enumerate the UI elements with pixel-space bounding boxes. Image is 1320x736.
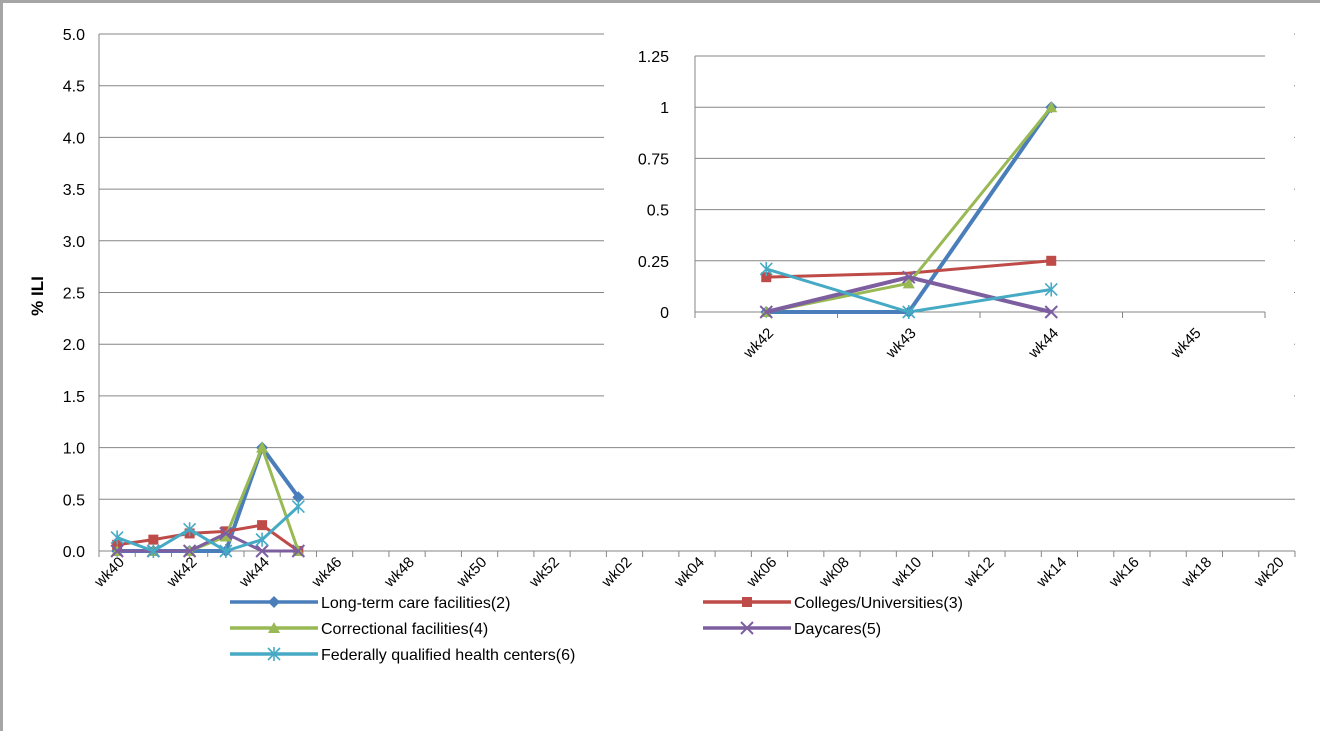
main-data-point xyxy=(219,526,233,541)
chart-frame-left-border xyxy=(0,0,3,731)
inset-data-point xyxy=(1044,282,1058,297)
chart-frame-top-border xyxy=(0,0,1320,3)
main-data-point xyxy=(182,544,197,558)
main-chart-y-tick-labels: 0.0 0.5 1.0 1.5 2.0 2.5 3.0 3.5 4.0 4.5 5.0 xyxy=(63,27,85,561)
main-x-tick-label: wk52 xyxy=(525,554,562,591)
main-data-point xyxy=(146,544,160,558)
inset-data-point xyxy=(1044,305,1058,319)
legend-swatch-marker xyxy=(267,647,281,661)
legend-swatch-marker xyxy=(268,596,280,608)
main-data-point xyxy=(110,530,124,545)
main-data-point xyxy=(291,544,306,558)
main-x-tick-label: wk06 xyxy=(743,554,780,591)
main-y-tick-label: 2.0 xyxy=(63,337,85,354)
main-data-point xyxy=(219,544,233,558)
main-data-point xyxy=(291,499,305,514)
main-y-tick-label: 0.0 xyxy=(63,544,85,561)
inset-data-point xyxy=(1046,255,1057,266)
main-y-tick-label: 1.0 xyxy=(63,441,85,458)
main-y-tick-label: 5.0 xyxy=(63,27,85,44)
main-data-point xyxy=(256,441,269,453)
inset-data-point xyxy=(902,277,915,289)
main-x-tick-label: wk10 xyxy=(888,554,925,591)
main-chart-series xyxy=(110,441,306,558)
inset-y-tick-label: 0 xyxy=(660,305,669,322)
main-x-tick-label: wk42 xyxy=(163,554,200,591)
inset-data-point xyxy=(761,272,772,283)
inset-chart-series xyxy=(759,101,1058,319)
main-x-tick-label: wk18 xyxy=(1178,554,1215,591)
legend-entry-1: Long-term care facilities(2) xyxy=(230,595,510,612)
main-x-tick-label: wk04 xyxy=(670,554,707,591)
main-y-tick-label: 4.0 xyxy=(63,130,85,147)
main-chart-y-axis-label: % ILI xyxy=(28,276,47,316)
inset-y-tick-label: 0.25 xyxy=(638,254,669,271)
legend-label: Colleges/Universities(3) xyxy=(794,595,963,612)
inset-y-tick-label: 0.75 xyxy=(638,151,669,168)
legend-swatch-marker xyxy=(740,621,754,635)
legend-swatch-marker xyxy=(268,622,280,633)
main-data-point xyxy=(255,544,269,558)
main-y-tick-label: 0.5 xyxy=(63,492,85,509)
main-data-point xyxy=(112,539,123,550)
main-x-tick-label: wk46 xyxy=(308,554,345,591)
main-y-tick-label: 1.5 xyxy=(63,389,85,406)
main-x-tick-label: wk12 xyxy=(960,554,997,591)
main-x-tick-label: wk02 xyxy=(598,554,635,591)
main-series-line xyxy=(117,531,299,553)
main-x-tick-label: wk44 xyxy=(235,554,272,591)
main-data-point xyxy=(292,491,305,504)
legend-label: Correctional facilities(4) xyxy=(321,621,488,638)
main-series-5 xyxy=(110,499,305,558)
legend-entry-3: Correctional facilities(4) xyxy=(230,621,488,638)
main-x-tick-label: wk08 xyxy=(815,554,852,591)
legend-entry-5: Federally qualified health centers(6) xyxy=(230,647,575,664)
main-x-tick-label: wk40 xyxy=(90,554,127,591)
inset-data-point xyxy=(759,305,773,319)
legend-swatch-marker xyxy=(742,597,752,607)
inset-series-line xyxy=(766,259,1052,279)
inset-data-point xyxy=(759,261,773,276)
inset-data-point xyxy=(902,270,916,284)
main-x-tick-label: wk20 xyxy=(1250,554,1287,591)
main-data-point xyxy=(148,534,159,545)
main-data-point xyxy=(219,530,232,542)
inset-chart-y-tick-labels: 0 0.25 0.5 0.75 1 1.25 xyxy=(638,49,669,322)
inset-y-tick-label: 0.5 xyxy=(647,203,669,220)
main-x-tick-label: wk14 xyxy=(1033,554,1070,591)
inset-series-4 xyxy=(759,270,1058,319)
main-y-tick-label: 4.5 xyxy=(63,79,85,96)
main-data-point xyxy=(110,544,124,558)
inset-y-tick-label: 1.25 xyxy=(638,49,669,66)
main-x-tick-label: wk16 xyxy=(1105,554,1142,591)
inset-data-point xyxy=(1045,101,1058,113)
main-x-tick-label: wk50 xyxy=(453,554,490,591)
legend-entry-4: Daycares(5) xyxy=(703,621,881,638)
main-y-tick-label: 2.5 xyxy=(63,286,85,303)
main-data-point xyxy=(255,532,269,547)
chart-legend: Long-term care facilities(2) Colleges/Uni… xyxy=(230,595,963,664)
legend-entry-2: Colleges/Universities(3) xyxy=(703,595,963,612)
inset-data-point xyxy=(902,305,916,319)
legend-label: Federally qualified health centers(6) xyxy=(321,647,575,664)
main-data-point xyxy=(257,520,268,531)
inset-y-tick-label: 1 xyxy=(660,100,669,117)
main-chart-x-tick-labels: wk40 wk42 wk44 wk46 wk48 wk50 wk52 wk02 wk04 wk06… xyxy=(90,554,1287,591)
main-y-tick-label: 3.0 xyxy=(63,234,85,251)
main-series-line xyxy=(116,523,300,553)
main-x-tick-label: wk48 xyxy=(380,554,417,591)
inset-series-2 xyxy=(761,255,1057,283)
legend-label: Long-term care facilities(2) xyxy=(321,595,510,612)
main-y-tick-label: 3.5 xyxy=(63,182,85,199)
legend-label: Daycares(5) xyxy=(794,621,881,638)
inset-series-5 xyxy=(759,261,1058,319)
main-data-point xyxy=(183,522,197,537)
